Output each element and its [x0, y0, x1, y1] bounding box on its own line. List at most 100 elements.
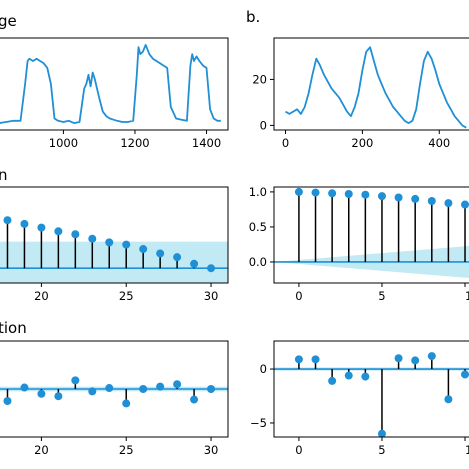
stem-marker [294, 355, 303, 364]
stem-marker [71, 376, 80, 385]
panel-b-mid: 0 5 1 1.0 0.5 0.0 [249, 185, 469, 303]
x-tick-label: 1 [465, 443, 469, 457]
x-tick-label: 400 [428, 136, 450, 150]
stem-marker [361, 372, 370, 381]
stem-marker [361, 190, 370, 199]
stem-marker [427, 197, 436, 206]
stem-marker [3, 216, 12, 225]
x-tick-label: 0 [295, 443, 302, 457]
stem-marker [122, 399, 131, 408]
stem-marker [328, 189, 337, 198]
stem-marker [3, 397, 12, 405]
stem-marker [427, 352, 436, 361]
stem-marker [105, 238, 114, 247]
y-tick-label: 1.0 [249, 185, 267, 199]
panel-a-top: 1000 1200 1400 [0, 37, 229, 150]
plot-area [285, 46, 467, 129]
axes-frame [0, 340, 229, 438]
panel-b-top-title: b. [246, 8, 260, 26]
y-tick-label: −5 [250, 416, 267, 430]
stem-marker [190, 395, 199, 404]
stem-marker [377, 192, 386, 201]
panel-a-bot-title: tion [0, 319, 27, 337]
stem-marker [461, 200, 469, 209]
stem-marker [54, 392, 63, 401]
x-tick-label: 1 [465, 289, 469, 303]
x-tick-label: 25 [119, 443, 134, 457]
stem-marker [156, 382, 165, 391]
stem-marker [173, 380, 182, 389]
x-tick-label: 1200 [120, 136, 149, 150]
y-tick-label: 0.5 [249, 220, 267, 234]
stem-marker [71, 230, 80, 239]
stem-marker [156, 249, 165, 258]
x-tick-label: 5 [378, 289, 385, 303]
stem-marker [311, 355, 320, 364]
axes-frame [273, 186, 469, 284]
axes-frame [273, 37, 469, 131]
stem-marker [37, 389, 46, 398]
stem-marker [173, 253, 182, 262]
stem-marker [344, 190, 353, 199]
stem-marker [344, 371, 353, 380]
stem-marker [311, 188, 320, 197]
stem-marker [328, 376, 337, 385]
plot-area [0, 44, 221, 124]
stem-marker [139, 385, 148, 393]
x-tick-label: 0 [282, 136, 289, 150]
y-tick-label: 0 [260, 362, 267, 376]
x-tick-label: 30 [204, 443, 219, 457]
x-tick-label: 1000 [49, 136, 78, 150]
series-line [285, 46, 467, 129]
plot-area [0, 376, 228, 408]
stem-marker [394, 354, 403, 363]
x-tick-label: 200 [351, 136, 373, 150]
stem-marker [411, 194, 420, 203]
stem-marker [444, 395, 453, 404]
stem-marker [88, 234, 97, 243]
panel-a-mid: 20 25 30 [0, 186, 229, 303]
x-tick-label: 20 [34, 289, 49, 303]
panel-a-mid-title: n [0, 166, 8, 184]
stem-marker [444, 199, 453, 208]
x-tick-label: 25 [119, 289, 134, 303]
panel-b-bot: 0 5 10−5 [250, 340, 469, 457]
stem-marker [88, 387, 97, 396]
panel-a-bot: 20 25 30 [0, 340, 229, 457]
stem-marker [394, 193, 403, 202]
axes-frame [273, 340, 469, 438]
x-tick-label: 30 [204, 289, 219, 303]
stem-marker [294, 187, 303, 196]
series-line [0, 44, 221, 124]
axes-frame [0, 186, 229, 284]
stem-marker [207, 264, 216, 273]
stem-marker [105, 384, 114, 393]
plot-area [274, 352, 469, 437]
stem-marker [411, 356, 420, 365]
stem-marker [37, 223, 46, 232]
x-tick-label: 20 [34, 443, 49, 457]
stem-marker [461, 370, 469, 379]
plot-area [0, 216, 228, 283]
stem-marker [139, 245, 148, 254]
stem-marker [20, 219, 29, 228]
stem-marker [207, 385, 216, 393]
y-tick-label: 0 [260, 118, 267, 132]
axes-frame [0, 37, 229, 131]
y-tick-label: 20 [252, 72, 267, 86]
y-tick-label: 0.0 [249, 255, 267, 269]
stem-marker [122, 240, 131, 249]
stem-marker [190, 259, 199, 268]
x-tick-label: 5 [378, 443, 385, 457]
stem-marker [377, 429, 386, 437]
x-tick-label: 0 [295, 289, 302, 303]
stem-marker [20, 383, 29, 392]
panel-a-top-title: ge [0, 12, 17, 30]
stem-marker [54, 227, 63, 236]
x-tick-label: 1400 [192, 136, 221, 150]
plot-area [274, 187, 469, 279]
confidence-band [0, 241, 228, 283]
